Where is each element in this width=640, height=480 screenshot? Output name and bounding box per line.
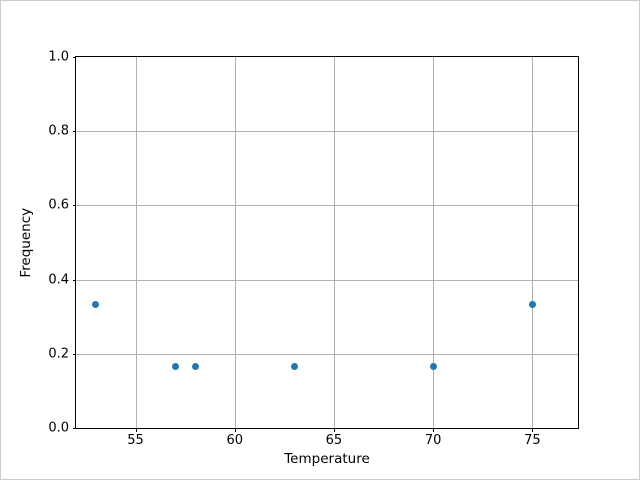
scatter-point xyxy=(528,300,536,308)
y-tick-label: 0.4 xyxy=(48,272,69,288)
y-gridline xyxy=(76,205,578,207)
x-tick-label: 55 xyxy=(127,433,144,448)
grid-layer xyxy=(76,57,578,428)
x-axis-label: Temperature xyxy=(284,451,370,467)
scatter-data-layer xyxy=(76,57,578,428)
y-tick-label: 0.8 xyxy=(48,123,69,139)
x-tick-label: 70 xyxy=(424,433,442,448)
x-tick-mark xyxy=(532,428,534,432)
y-axis-label-text: Frequency xyxy=(18,207,35,278)
x-gridline xyxy=(135,57,137,428)
y-tick-label: 0.6 xyxy=(48,197,69,213)
x-tick-label: 60 xyxy=(226,433,244,448)
x-tick-mark xyxy=(333,428,335,432)
scatter-point xyxy=(290,362,298,370)
x-gridline xyxy=(333,57,335,428)
scatter-point xyxy=(191,362,199,370)
scatter-point xyxy=(171,362,179,370)
y-tick-mark xyxy=(72,353,76,355)
y-gridline xyxy=(76,279,578,281)
scatter-point xyxy=(429,362,437,370)
y-tick-mark xyxy=(72,279,76,281)
scatter-point xyxy=(92,300,100,308)
y-tick-mark xyxy=(72,131,76,133)
x-gridline xyxy=(532,57,534,428)
x-tick-mark xyxy=(234,428,236,432)
x-gridline xyxy=(234,57,236,428)
y-tick-mark xyxy=(72,57,76,58)
y-axis-label: Frequency xyxy=(18,56,35,429)
y-tick-mark xyxy=(72,428,76,429)
y-tick-label: 0.2 xyxy=(48,346,69,362)
y-tick-label: 1.0 xyxy=(48,49,69,65)
plot-axes: 55 60 65 70 75 0.0 0.2 0.4 0.6 0.8 1.0 xyxy=(48,51,579,447)
y-gridline xyxy=(76,353,578,355)
x-gridline xyxy=(433,57,435,428)
y-tick-label: 0.0 xyxy=(48,420,69,436)
y-gridline xyxy=(76,131,578,133)
x-tick-label: 65 xyxy=(325,433,343,448)
x-tick-mark xyxy=(433,428,435,432)
y-tick-mark xyxy=(72,205,76,207)
x-tick-mark xyxy=(135,428,137,432)
x-tick-label: 75 xyxy=(524,433,541,448)
